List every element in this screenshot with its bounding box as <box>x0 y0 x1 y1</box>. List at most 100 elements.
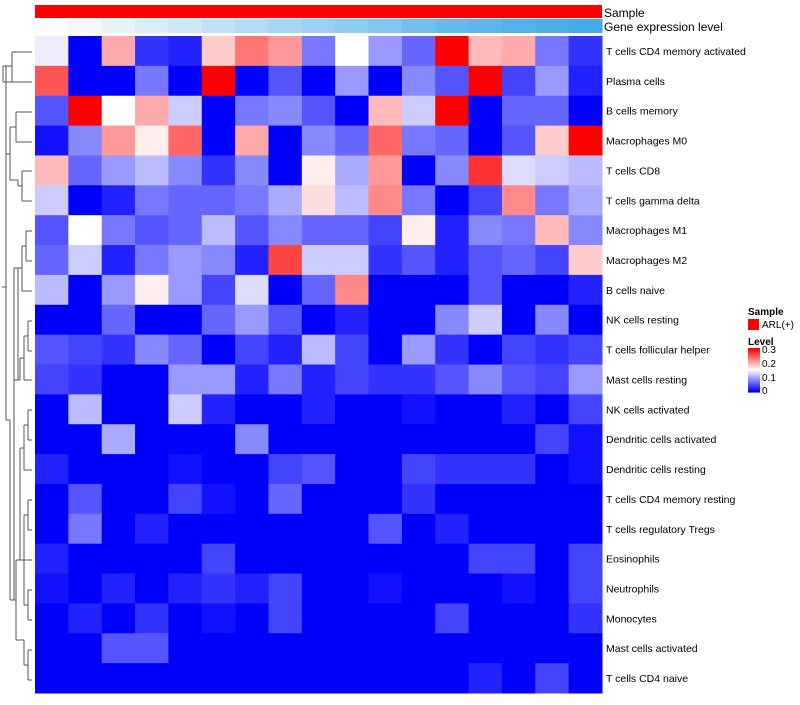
heatmap-cell <box>101 304 136 336</box>
heatmap-cell <box>168 215 203 246</box>
row-label: T cells gamma delta <box>606 195 700 207</box>
heatmap-cell <box>568 304 603 336</box>
heatmap-cell <box>201 65 236 97</box>
heatmap-cell <box>501 513 536 545</box>
heatmap-cell <box>35 95 69 127</box>
heatmap-cell <box>435 215 470 246</box>
heatmap-cell <box>35 125 69 156</box>
annotation-cell-expression <box>68 19 103 33</box>
legend-gradient-step <box>748 349 760 351</box>
heatmap-cell <box>68 364 103 395</box>
heatmap-cell <box>468 573 503 604</box>
heatmap-cell <box>135 633 169 664</box>
heatmap-cell <box>35 185 69 216</box>
legend-gradient-step <box>748 387 760 390</box>
heatmap-cell <box>135 95 169 127</box>
heatmap-cell <box>468 543 503 575</box>
heatmap-cell <box>468 155 503 186</box>
legend-gradient-step <box>748 362 760 364</box>
heatmap-cell <box>501 663 536 694</box>
heatmap-cell <box>268 185 303 216</box>
annotation-cell-expression <box>135 19 169 33</box>
heatmap-cell <box>201 155 236 186</box>
heatmap-cell <box>568 633 603 664</box>
heatmap-cell <box>168 633 203 664</box>
heatmap-cell <box>35 394 69 425</box>
heatmap-cell <box>101 215 136 246</box>
heatmap-cell <box>68 274 103 306</box>
heatmap-cell <box>468 215 503 246</box>
legend-gradient-step <box>748 353 760 356</box>
heatmap-cell <box>335 65 370 97</box>
heatmap-cell <box>435 394 470 425</box>
row-label: T cells follicular helper <box>606 345 710 357</box>
heatmap-cell <box>101 36 136 67</box>
heatmap-cell <box>168 513 203 545</box>
row-label: T cells CD4 memory activated <box>606 46 746 58</box>
heatmap-cell <box>168 663 203 694</box>
heatmap-cell <box>435 364 470 395</box>
heatmap-cell <box>501 603 536 634</box>
heatmap-cell <box>501 125 536 156</box>
heatmap-cell <box>335 483 370 515</box>
heatmap-cell <box>535 125 570 156</box>
legend-gradient-step <box>748 373 760 375</box>
legend-gradient-step <box>748 377 760 380</box>
heatmap-cell <box>101 364 136 395</box>
heatmap-cell <box>335 304 370 336</box>
heatmap-cell <box>401 424 436 455</box>
heatmap-cell <box>535 394 570 425</box>
heatmap-cell <box>68 633 103 664</box>
heatmap-cell <box>335 274 370 306</box>
heatmap-cell <box>301 274 336 306</box>
legend-gradient-step <box>748 370 760 372</box>
row-label: Mast cells resting <box>606 374 687 386</box>
heatmap-cell <box>501 215 536 246</box>
heatmap-cell <box>68 513 103 545</box>
heatmap-cell <box>201 95 236 127</box>
heatmap-cell <box>268 424 303 455</box>
annotation-cell-expression <box>235 19 269 33</box>
heatmap-cell <box>101 185 136 216</box>
heatmap-cell <box>235 424 269 455</box>
row-label: T cells CD8 <box>606 165 660 177</box>
heatmap-cell <box>335 125 370 156</box>
heatmap-cell <box>368 95 403 127</box>
heatmap-cell <box>268 663 303 694</box>
heatmap-cell <box>501 36 536 67</box>
legend-gradient-step <box>748 363 760 366</box>
heatmap-cell <box>135 543 169 575</box>
heatmap-cell <box>68 454 103 485</box>
heatmap-cell <box>435 573 470 604</box>
heatmap-cell <box>268 95 303 127</box>
annotation-cell-expression <box>35 19 69 33</box>
heatmap-cell <box>501 633 536 664</box>
heatmap-cell <box>235 603 269 634</box>
heatmap-cell <box>235 543 269 575</box>
heatmap-cell <box>301 65 336 97</box>
heatmap-cell <box>301 573 336 604</box>
heatmap-cell <box>535 95 570 127</box>
heatmap-cell <box>335 215 370 246</box>
heatmap-cell <box>35 334 69 365</box>
heatmap-cell <box>68 125 103 156</box>
heatmap-cell <box>435 185 470 216</box>
heatmap-cell <box>435 633 470 664</box>
legend-gradient-step <box>748 383 760 385</box>
heatmap-cell <box>468 394 503 425</box>
heatmap-cell <box>568 65 603 97</box>
heatmap-cell <box>268 155 303 186</box>
heatmap-cell <box>368 364 403 395</box>
heatmap-cell <box>401 573 436 604</box>
heatmap-cell <box>435 603 470 634</box>
heatmap-cell <box>401 274 436 306</box>
heatmap-cell <box>435 543 470 575</box>
legend-gradient-step <box>748 357 760 360</box>
heatmap-cell <box>168 274 203 306</box>
heatmap-cell <box>168 65 203 97</box>
heatmap-cell <box>235 483 269 515</box>
heatmap-cell <box>101 334 136 365</box>
heatmap-cell <box>501 454 536 485</box>
heatmap-cell <box>35 573 69 604</box>
heatmap-cell <box>101 95 136 127</box>
